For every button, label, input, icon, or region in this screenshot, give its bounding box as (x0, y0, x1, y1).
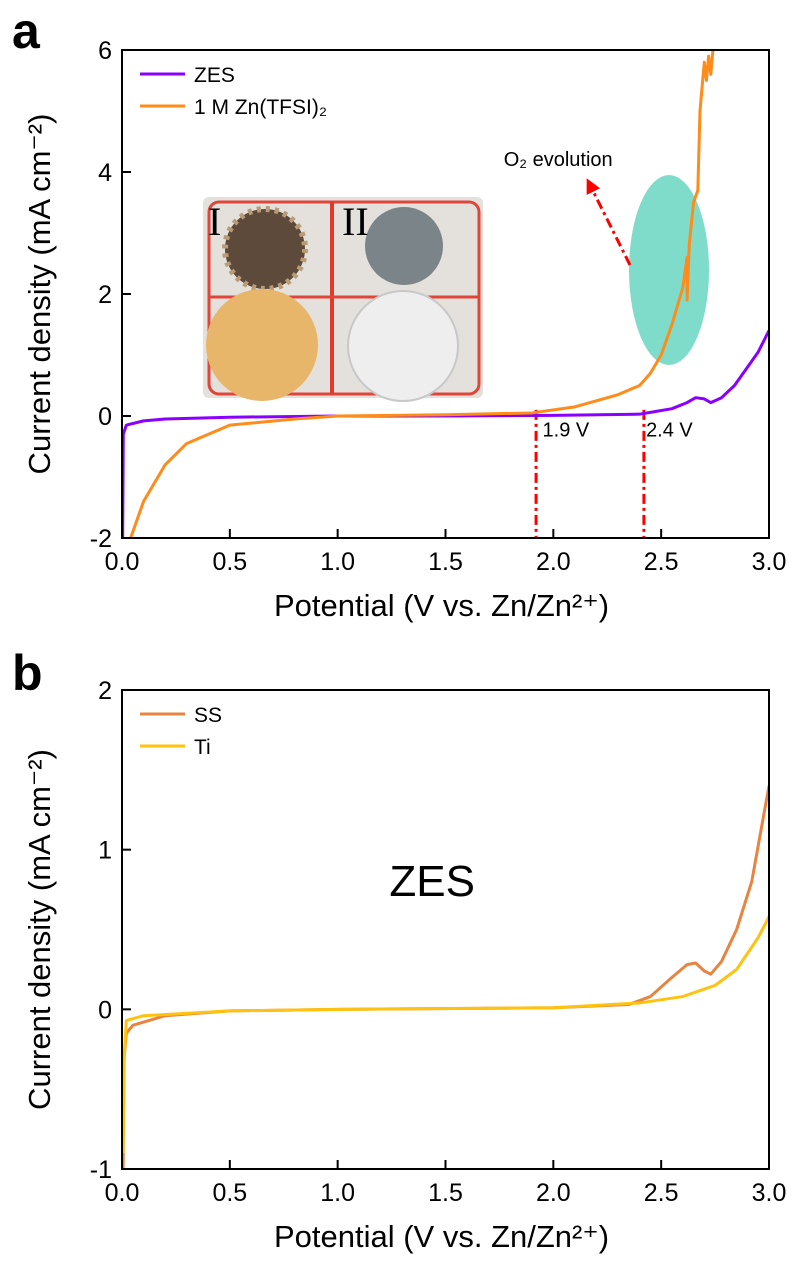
y-tick-label: 2 (98, 281, 112, 309)
y-tick-label: 1 (98, 837, 112, 865)
y-tick-label: -1 (90, 1156, 112, 1184)
annotation: 1.9 V (543, 420, 590, 442)
x-tick-label: 2.5 (644, 1179, 679, 1207)
x-tick-label: 3.0 (752, 548, 787, 576)
x-tick-label: 0.5 (212, 548, 247, 576)
y-axis-title: Current density (mA cm⁻²) (22, 749, 57, 1110)
y-axis-title: Current density (mA cm⁻²) (22, 114, 57, 475)
legend-label: Ti (194, 736, 211, 759)
inset-label: II (342, 199, 369, 244)
x-tick-label: 1.0 (320, 548, 355, 576)
legend-label: 1 M Zn(TFSI)₂ (194, 96, 327, 119)
plot-area (123, 786, 769, 1169)
x-tick-label: 2.5 (644, 548, 679, 576)
annotation: ZES (389, 857, 475, 906)
x-tick-label: 2.0 (536, 548, 571, 576)
y-tick-label: 4 (98, 159, 112, 187)
figure: I II a b 0.00.51.01.52.02.53.0-20246Pote… (0, 0, 799, 1276)
legend-label: SS (194, 704, 222, 727)
x-tick-label: 1.0 (320, 1179, 355, 1207)
x-tick-label: 1.5 (428, 1179, 463, 1207)
inset-label: I (208, 199, 221, 244)
y-tick-label: 0 (98, 403, 112, 431)
axes-frame (122, 690, 769, 1169)
y-tick-label: -2 (90, 525, 112, 553)
y-tick-label: 6 (98, 37, 112, 65)
x-tick-label: 1.5 (428, 548, 463, 576)
x-tick-label: 3.0 (752, 1179, 787, 1207)
annotation: O₂ evolution (504, 149, 613, 171)
x-tick-label: 2.0 (536, 1179, 571, 1207)
x-axis-title: Potential (V vs. Zn/Zn²⁺) (274, 588, 609, 623)
arrow (590, 185, 630, 265)
legend-label: ZES (194, 64, 235, 87)
data-line (123, 917, 769, 1153)
x-tick-label: 0.5 (212, 1179, 247, 1207)
data-line (123, 786, 769, 1169)
panel-label: b (12, 645, 43, 701)
x-axis-title: Potential (V vs. Zn/Zn²⁺) (274, 1219, 609, 1254)
panel-label: a (12, 3, 41, 59)
y-tick-label: 2 (98, 677, 112, 705)
y-tick-label: 0 (98, 996, 112, 1024)
annotation: 2.4 V (646, 420, 693, 442)
